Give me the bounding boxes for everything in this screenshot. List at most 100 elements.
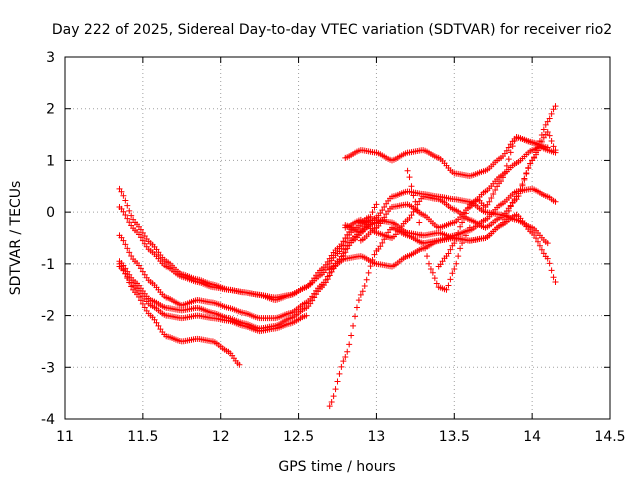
data-point xyxy=(550,106,557,113)
data-point xyxy=(332,386,339,393)
data-point xyxy=(118,234,125,241)
x-tick-label: 11.5 xyxy=(127,429,158,445)
data-point xyxy=(546,115,553,122)
data-point xyxy=(453,235,460,242)
data-point xyxy=(330,393,337,400)
data-point xyxy=(340,238,347,245)
data-point xyxy=(338,363,345,370)
series-track-02 xyxy=(116,203,357,304)
data-point xyxy=(379,239,386,246)
data-point xyxy=(486,198,493,205)
data-point xyxy=(344,348,351,355)
data-point xyxy=(519,182,526,189)
data-point xyxy=(544,128,551,135)
data-point xyxy=(536,242,543,249)
data-point xyxy=(309,297,316,304)
data-point xyxy=(141,304,148,311)
data-point xyxy=(137,226,144,233)
data-point xyxy=(461,237,468,244)
data-point xyxy=(511,137,518,144)
data-point xyxy=(369,256,376,263)
y-tick-label: 3 xyxy=(46,50,55,66)
data-point xyxy=(531,155,538,162)
data-point xyxy=(124,215,131,222)
data-point xyxy=(490,191,497,198)
data-point xyxy=(122,241,129,248)
data-point xyxy=(429,269,436,276)
data-point xyxy=(153,319,160,326)
y-axis-label: SDTVAR / TECUs xyxy=(8,181,24,296)
data-point xyxy=(445,282,452,289)
data-point xyxy=(544,240,551,247)
data-point xyxy=(369,209,376,216)
data-point xyxy=(503,147,510,154)
data-point xyxy=(548,110,555,117)
data-point xyxy=(410,192,417,199)
y-tick-labels: -4 -3 -2 -1 0 1 2 3 xyxy=(41,50,55,428)
data-point xyxy=(525,165,532,172)
data-point xyxy=(137,234,144,241)
data-point xyxy=(379,207,386,214)
data-point xyxy=(533,235,540,242)
data-point xyxy=(365,269,372,276)
data-point xyxy=(379,217,386,224)
data-point xyxy=(126,207,133,214)
data-point xyxy=(122,270,129,277)
data-point xyxy=(324,276,331,283)
data-point xyxy=(439,258,446,265)
axis-ticks xyxy=(64,56,611,420)
data-point xyxy=(464,227,471,234)
data-point xyxy=(548,138,555,145)
data-point xyxy=(433,280,440,287)
data-point xyxy=(122,212,129,219)
data-point xyxy=(548,267,555,274)
data-point xyxy=(118,188,125,195)
series-track-14 xyxy=(404,167,473,293)
data-point xyxy=(412,198,419,205)
data-point xyxy=(324,258,331,265)
data-point xyxy=(550,143,557,150)
data-point xyxy=(359,288,366,295)
series-track-05 xyxy=(116,263,310,335)
data-point xyxy=(515,192,522,199)
data-point xyxy=(120,237,127,244)
data-point xyxy=(451,240,458,247)
data-point xyxy=(505,144,512,151)
series-track-15 xyxy=(435,134,551,270)
data-point xyxy=(120,192,127,199)
data-point xyxy=(128,283,135,290)
data-point xyxy=(484,201,491,208)
data-point xyxy=(427,266,434,273)
data-point xyxy=(377,243,384,250)
data-point xyxy=(457,223,464,230)
data-point xyxy=(408,183,415,190)
data-point xyxy=(459,219,466,226)
data-point xyxy=(120,266,127,273)
data-point xyxy=(447,246,454,253)
data-point xyxy=(124,245,131,252)
data-point xyxy=(139,229,146,236)
data-point xyxy=(534,238,541,245)
y-tick-label: 0 xyxy=(46,205,55,221)
data-point xyxy=(544,118,551,125)
data-point xyxy=(139,300,146,307)
data-point xyxy=(457,245,464,252)
data-point xyxy=(494,183,501,190)
data-point xyxy=(453,260,460,267)
data-point xyxy=(350,322,357,329)
data-point xyxy=(499,174,506,181)
data-point xyxy=(344,245,351,252)
data-point xyxy=(406,174,413,181)
data-point xyxy=(118,263,125,270)
data-point xyxy=(124,202,131,209)
data-point xyxy=(420,240,427,247)
x-tick-label: 14 xyxy=(523,429,541,445)
data-point xyxy=(544,255,551,262)
data-point xyxy=(521,176,528,183)
data-point xyxy=(523,170,530,177)
data-point xyxy=(552,103,559,110)
data-point xyxy=(552,147,559,154)
data-point xyxy=(527,160,534,167)
data-point xyxy=(418,231,425,238)
data-point xyxy=(533,151,540,158)
